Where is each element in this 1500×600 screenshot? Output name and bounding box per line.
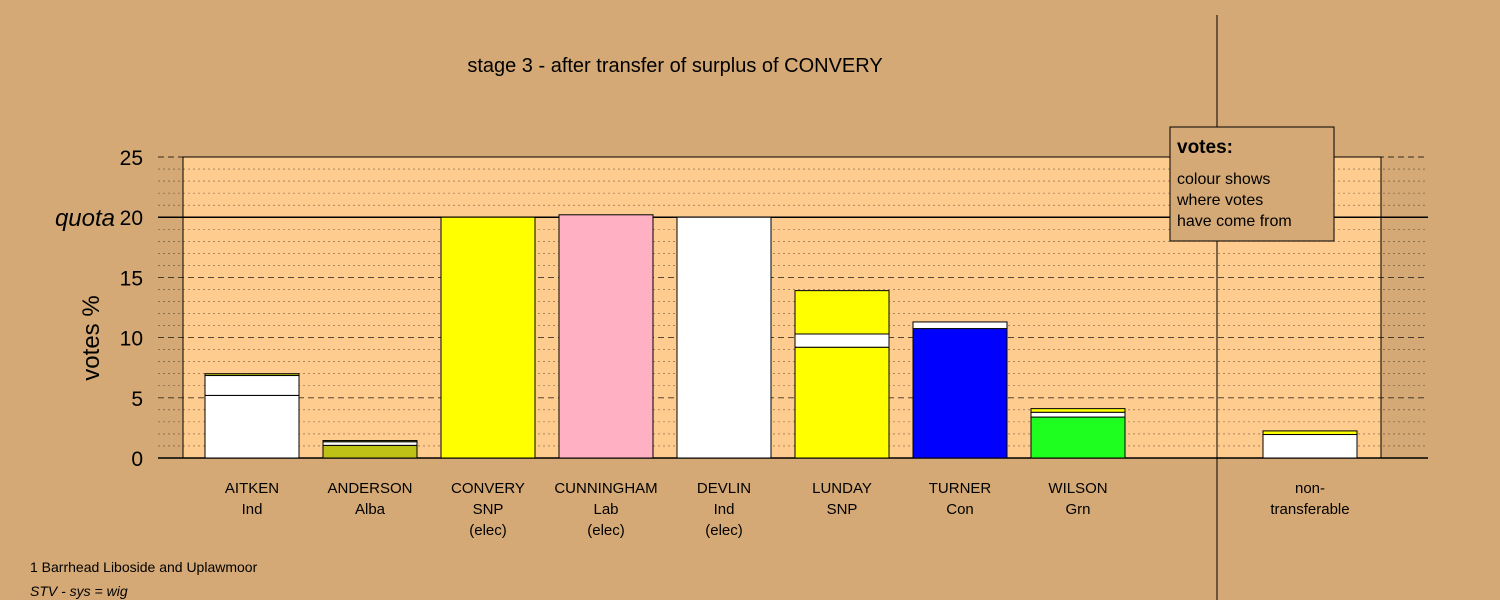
legend-line: colour shows [1177,171,1270,188]
bar-anderson-segment [322,444,418,459]
bar-cunningham-segment [558,214,654,459]
candidate-name: AITKEN [225,480,279,497]
bar-wilson-segment [1030,408,1126,413]
bar-turner-segment [912,321,1008,330]
bar-wilson-segment [1030,416,1126,459]
legend-title: votes: [1177,137,1233,158]
y-tick-label: 0 [131,448,143,471]
bar-nontransferable-segment [1262,434,1358,459]
y-tick-label: 25 [120,147,143,170]
bar-lunday-segment [794,346,890,459]
candidate-party: Lab [593,501,618,518]
elected-label: (elec) [469,522,507,539]
candidate-name: TURNER [929,480,992,497]
bar-aitken-segment [204,373,300,377]
bar-wilson-segment [1030,411,1126,418]
chart-title: stage 3 - after transfer of surplus of C… [467,55,882,77]
bar-nontransferable-segment [1262,430,1358,436]
y-tick-label: 10 [120,328,143,351]
bar-convery-segment [440,216,536,459]
y-axis-ticks: 0 5 10 15 20 25 [120,147,143,471]
candidate-name: CONVERY [451,480,525,497]
candidate-name: DEVLIN [697,480,751,497]
candidate-party: Ind [242,501,263,518]
y-axis-label: votes % [78,295,105,380]
candidate-party: SNP [827,501,858,518]
legend-line: where votes [1176,192,1263,209]
bar-aitken-segment [204,375,300,396]
quota-label: quota [55,205,115,232]
nontransferable-label: non- [1295,480,1325,497]
elected-label: (elec) [587,522,625,539]
x-axis-labels: AITKEN Ind ANDERSON Alba CONVERY SNP (elec) CUN… [225,480,1350,539]
candidate-name: ANDERSON [327,480,412,497]
system-label: STV - sys = wig [30,583,128,599]
candidate-name: WILSON [1048,480,1107,497]
bar-aitken-segment [204,394,300,459]
elected-label: (elec) [705,522,743,539]
nontransferable-label: transferable [1270,501,1349,518]
candidate-party: Ind [714,501,735,518]
candidate-party: SNP [473,501,504,518]
y-tick-label: 20 [120,207,143,230]
candidate-name: LUNDAY [812,480,872,497]
candidate-party: Con [946,501,974,518]
legend-box: votes: colour shows where votes have com… [1169,126,1335,242]
bar-series [204,214,1358,459]
bar-turner-segment [912,328,1008,459]
bar-devlin-segment [676,216,772,459]
bar-lunday-segment [794,333,890,348]
ward-name: 1 Barrhead Liboside and Uplawmoor [30,559,258,575]
bar-anderson-segment [322,440,418,443]
y-tick-label: 15 [120,267,143,290]
legend-line: have come from [1177,213,1292,230]
candidate-party: Grn [1065,501,1090,518]
bar-lunday-segment [794,290,890,335]
candidate-party: Alba [355,501,386,518]
gridlines [158,156,1428,459]
candidate-name: CUNNINGHAM [554,480,657,497]
y-tick-label: 5 [131,388,143,411]
bar-anderson-segment [322,441,418,446]
